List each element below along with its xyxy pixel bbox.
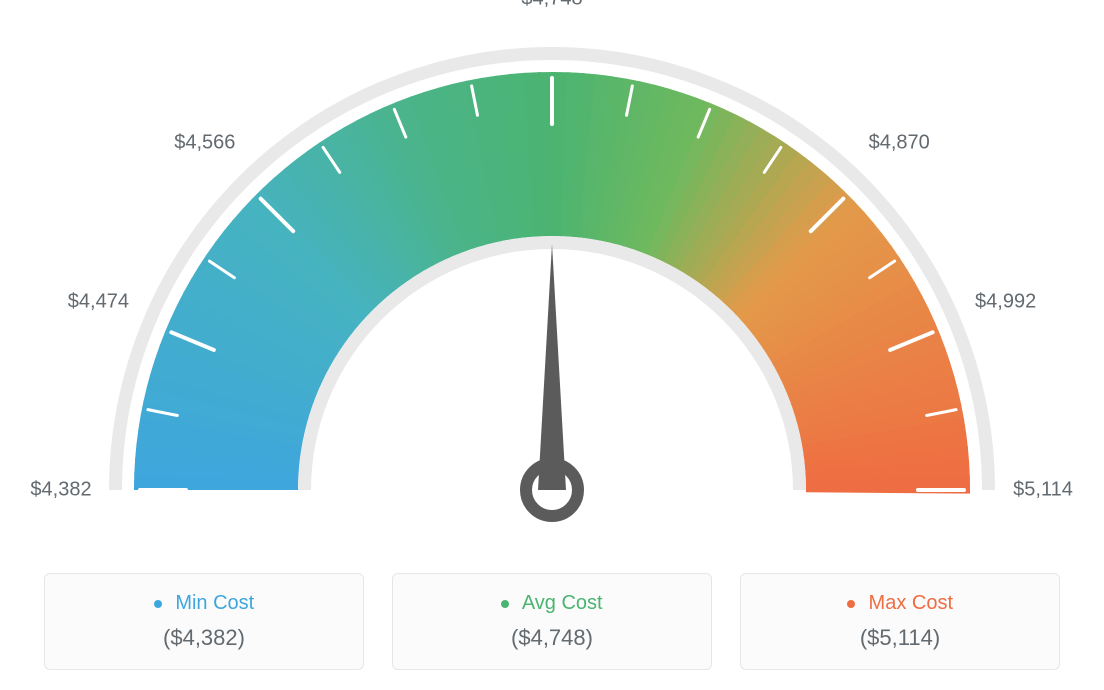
dot-icon	[154, 600, 162, 608]
gauge-scale-label: $4,566	[174, 131, 235, 154]
legend-row: Min Cost ($4,382) Avg Cost ($4,748) Max …	[0, 573, 1104, 670]
legend-max-title-text: Max Cost	[869, 592, 953, 614]
gauge-svg	[0, 0, 1104, 540]
legend-card-min: Min Cost ($4,382)	[44, 573, 364, 670]
legend-max-value: ($5,114)	[741, 625, 1059, 651]
legend-min-value: ($4,382)	[45, 625, 363, 651]
legend-avg-title: Avg Cost	[393, 592, 711, 615]
gauge-scale-label: $4,382	[30, 479, 91, 502]
dot-icon	[847, 600, 855, 608]
legend-avg-value: ($4,748)	[393, 625, 711, 651]
dot-icon	[501, 600, 509, 608]
legend-min-title-text: Min Cost	[175, 592, 254, 614]
legend-min-title: Min Cost	[45, 592, 363, 615]
legend-card-avg: Avg Cost ($4,748)	[392, 573, 712, 670]
legend-avg-title-text: Avg Cost	[522, 592, 603, 614]
gauge-scale-label: $4,992	[975, 291, 1036, 314]
gauge-scale-label: $4,748	[521, 0, 582, 11]
gauge-scale-label: $4,870	[869, 131, 930, 154]
gauge-chart: $4,382 $4,474 $4,566 $4,748 $4,870 $4,992 $5,1…	[0, 0, 1104, 540]
gauge-scale-label: $4,474	[68, 291, 129, 314]
legend-card-max: Max Cost ($5,114)	[740, 573, 1060, 670]
legend-max-title: Max Cost	[741, 592, 1059, 615]
gauge-scale-label: $5,114	[1013, 479, 1073, 502]
